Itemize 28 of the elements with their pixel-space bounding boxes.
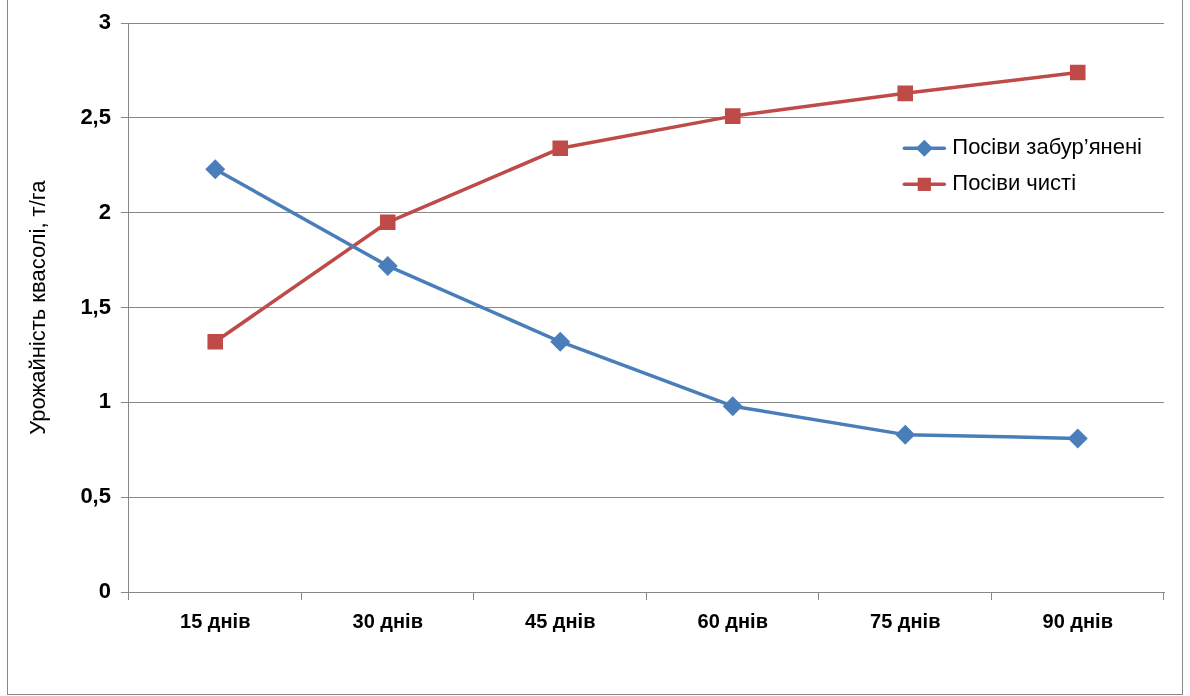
y-tick-label: 2,5 [80, 104, 111, 130]
y-tick-label: 0,5 [80, 483, 111, 509]
y-tick-label: 1,5 [80, 293, 111, 319]
point [379, 214, 396, 231]
x-tick-label: 45 днів [525, 609, 596, 632]
point [552, 140, 569, 157]
y-tick-label: 3 [98, 9, 111, 35]
point [722, 396, 743, 417]
point [207, 333, 224, 350]
point [550, 331, 571, 352]
point [205, 159, 226, 180]
y-tick-label: 0 [98, 578, 111, 604]
point [377, 255, 398, 276]
legend-label: Посіви забур’янені [952, 134, 1143, 160]
point [724, 108, 741, 124]
y-axis-title: Урожайність квасолі, т/га [25, 179, 51, 435]
point [1067, 428, 1088, 449]
x-tick-label: 75 днів [870, 609, 941, 632]
point [895, 424, 916, 445]
y-tick-label: 1 [98, 388, 111, 414]
legend-label: Посіви чисті [952, 170, 1077, 196]
x-tick-label: 30 днів [352, 609, 423, 632]
x-tick-label: 60 днів [697, 609, 768, 632]
point [1069, 64, 1086, 81]
x-tick-label: 15 днів [180, 609, 251, 632]
x-tick-label: 90 днів [1042, 609, 1113, 632]
y-tick-label: 2 [98, 198, 111, 224]
point [897, 85, 914, 102]
